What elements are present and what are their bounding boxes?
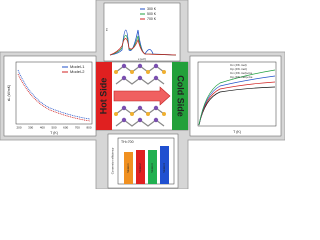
curve xyxy=(109,38,177,56)
bar-label: Model-2 xyxy=(138,163,142,173)
bar xyxy=(124,152,133,184)
legend-label: 300 K xyxy=(147,7,157,11)
curve xyxy=(198,86,276,126)
curve xyxy=(198,69,276,126)
legend-label: Model-1 xyxy=(70,64,85,69)
bar-label: Model-3 xyxy=(150,163,154,173)
bar-label: Model-4 xyxy=(162,163,166,173)
curve xyxy=(198,75,276,126)
x-tick-label: 500 xyxy=(51,125,56,129)
x-tick-label: 400 xyxy=(40,125,45,129)
y-label: κL (W/mK) xyxy=(7,85,11,101)
panel-box xyxy=(3,55,97,137)
left-panel: Model-1 Model-2 200 300 400 500 600 700 800 T … xyxy=(3,55,97,137)
plot-area xyxy=(197,61,277,127)
legend-label: Cv (J/K·mol)+Ce xyxy=(230,71,253,75)
x-tick-label: 600 xyxy=(63,125,68,129)
x-tick-label: 700 xyxy=(75,125,80,129)
curve xyxy=(198,81,276,126)
bar-label: Model-1 xyxy=(126,163,130,173)
center-panel: Hot Side Cold Side xyxy=(95,61,189,131)
cold-label: Cold Side xyxy=(176,75,186,117)
curve xyxy=(17,73,91,122)
y-label: Σ xyxy=(106,28,109,32)
hot-bar xyxy=(96,62,112,130)
x-label: ε (eV) xyxy=(138,57,146,61)
x-tick-label: 200 xyxy=(16,125,21,129)
legend-label: Model-2 xyxy=(70,69,85,74)
bar xyxy=(160,146,169,184)
plot-area xyxy=(117,137,175,185)
y-label: Conversion efficiency xyxy=(111,147,115,174)
plot-area xyxy=(15,61,93,125)
top-panel: 300 K 500 K 700 K ε (eV) Σ xyxy=(103,2,181,62)
legend-label: Cp (J/K·mol)+Ce xyxy=(230,75,253,79)
atoms xyxy=(121,63,159,123)
panel-box xyxy=(189,55,282,137)
curve xyxy=(109,34,177,56)
curve xyxy=(17,69,91,120)
x-label: T (K) xyxy=(233,130,241,134)
hot-label: Hot Side xyxy=(98,78,108,115)
legend-label: 500 K xyxy=(147,12,157,16)
annotation: TH=700 xyxy=(121,140,134,144)
curve xyxy=(109,29,177,56)
graphical-abstract: 300 K 500 K 700 K ε (eV) Σ Model-1 Model… xyxy=(0,0,285,189)
x-tick-label: 300 xyxy=(28,125,33,129)
right-panel: Cv (J/K·mol) Cp (J/K·mol) Cv (J/K·mol)+C… xyxy=(189,55,282,137)
legend-label: Cp (J/K·mol) xyxy=(230,67,247,71)
heat-arrow xyxy=(113,86,171,106)
bottom-panel: TH=700 Model-1 Model-2 Model-3 Model-4 C… xyxy=(107,133,179,189)
x-label: T (K) xyxy=(50,131,58,135)
bar xyxy=(148,150,157,184)
cold-bar xyxy=(172,62,188,130)
atoms xyxy=(114,70,166,116)
x-tick-label: 800 xyxy=(86,125,91,129)
legend-label: 700 K xyxy=(147,17,157,21)
bar xyxy=(136,150,145,184)
legend-label: Cv (J/K·mol) xyxy=(230,63,247,67)
